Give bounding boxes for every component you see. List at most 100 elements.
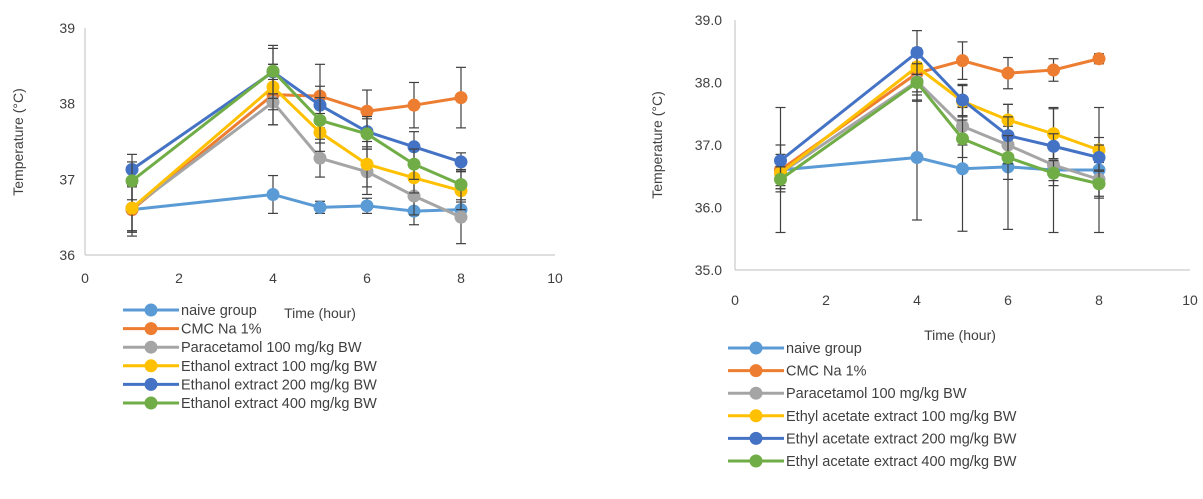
series <box>774 63 1106 197</box>
series <box>125 47 468 201</box>
data-point <box>910 46 924 59</box>
y-tick-label: 37.0 <box>695 137 722 153</box>
data-point <box>454 178 468 192</box>
legend-label: Ethyl acetate extract 100 mg/kg BW <box>786 409 1017 425</box>
data-point <box>125 201 139 215</box>
data-point <box>1047 63 1060 77</box>
data-point <box>774 154 787 168</box>
series-line <box>131 69 462 187</box>
x-tick-label: 2 <box>175 270 183 286</box>
legend-label: Ethanol extract 200 mg/kg BW <box>181 377 377 393</box>
data-point <box>1001 66 1015 80</box>
legend-swatch-marker <box>144 322 158 336</box>
series-line <box>131 70 462 171</box>
x-tick-label: 0 <box>81 270 89 286</box>
legend-label: naive group <box>786 341 862 357</box>
x-tick-label: 2 <box>822 292 830 308</box>
data-point <box>125 174 139 188</box>
data-point <box>956 132 969 146</box>
x-tick-label: 10 <box>1182 292 1198 308</box>
legend-label: Paracetamol 100 mg/kg BW <box>786 386 967 402</box>
data-point <box>360 104 374 118</box>
legend-swatch-marker <box>749 364 763 378</box>
x-tick-label: 4 <box>269 270 277 286</box>
x-tick-label: 10 <box>547 270 563 286</box>
x-axis-title: Time (hour) <box>284 305 356 321</box>
data-point <box>1047 166 1060 180</box>
legend-label: Ethyl acetate extract 400 mg/kg BW <box>786 454 1017 470</box>
temperature-chart-ethyl-acetate: Temperature (°C) Time (hour) 0 2 4 6 8 10 35.0… <box>649 12 1198 470</box>
y-tick-label: 36 <box>59 247 75 263</box>
legend-label: Paracetamol 100 mg/kg BW <box>181 340 362 356</box>
data-point <box>910 151 924 164</box>
data-point <box>360 157 374 171</box>
data-point <box>360 199 374 213</box>
y-tick-label: 39 <box>59 20 75 36</box>
series-line <box>779 64 1100 175</box>
legend: naive group CMC Na 1% Paracetamol 100 mg/k… <box>123 303 377 412</box>
data-point <box>407 140 421 154</box>
data-point <box>454 155 468 169</box>
series-line <box>131 100 462 219</box>
series-line <box>131 192 462 213</box>
legend-swatch-marker <box>144 340 158 354</box>
x-tick-label: 4 <box>913 292 921 308</box>
series-line <box>779 79 1100 181</box>
legend-label: Ethanol extract 400 mg/kg BW <box>181 396 377 412</box>
data-point <box>956 93 969 107</box>
legend-label: CMC Na 1% <box>181 322 262 338</box>
legend-label: Ethyl acetate extract 200 mg/kg BW <box>786 431 1017 447</box>
series <box>774 30 1106 177</box>
data-point <box>454 91 468 105</box>
y-tick-label: 35.0 <box>695 262 722 278</box>
data-point <box>266 187 280 201</box>
legend-swatch-marker <box>144 396 158 410</box>
legend-swatch-marker <box>749 454 763 468</box>
x-tick-label: 8 <box>457 270 465 286</box>
legend-swatch-marker <box>144 377 158 391</box>
x-axis-title: Time (hour) <box>924 327 996 343</box>
series-line <box>131 84 462 210</box>
y-tick-label: 38 <box>59 96 75 112</box>
series-line <box>779 57 1100 172</box>
data-point <box>910 76 924 89</box>
legend-swatch-marker <box>749 431 763 445</box>
data-point <box>1092 151 1106 164</box>
data-point <box>774 172 787 186</box>
data-point <box>1047 139 1060 153</box>
data-point <box>454 210 468 224</box>
data-point <box>313 113 327 127</box>
data-point <box>313 151 327 165</box>
series-line <box>779 80 1100 186</box>
y-tick-label: 36.0 <box>695 200 722 216</box>
legend-swatch-marker <box>144 359 158 373</box>
data-point <box>1001 151 1015 164</box>
series-line <box>131 93 462 211</box>
x-tick-label: 6 <box>363 270 371 286</box>
x-tick-label: 0 <box>731 292 739 308</box>
data-point <box>360 127 374 141</box>
data-point <box>956 54 969 68</box>
data-point <box>266 64 280 78</box>
y-tick-label: 39.0 <box>695 12 722 28</box>
data-point <box>407 98 421 112</box>
legend-label: naive group <box>181 303 257 319</box>
data-point <box>313 200 327 214</box>
legend-swatch-marker <box>749 386 763 400</box>
data-point <box>1092 52 1106 66</box>
legend: naive group CMC Na 1% Paracetamol 100 mg/k… <box>728 341 1017 470</box>
data-point <box>407 157 421 171</box>
series <box>125 174 468 237</box>
y-tick-label: 38.0 <box>695 75 722 91</box>
data-point <box>956 162 969 176</box>
data-point <box>1092 177 1106 191</box>
series-line <box>779 50 1100 162</box>
x-tick-label: 8 <box>1095 292 1103 308</box>
legend-swatch-marker <box>749 341 763 355</box>
y-axis-title: Temperature (°C) <box>649 91 665 199</box>
y-tick-label: 37 <box>59 171 75 187</box>
temperature-chart-ethanol: Temperature (°C) Time (hour) 0 2 4 6 8 10 36 37… <box>10 20 563 412</box>
y-axis-title: Temperature (°C) <box>10 88 26 196</box>
legend-label: Ethanol extract 100 mg/kg BW <box>181 359 377 375</box>
